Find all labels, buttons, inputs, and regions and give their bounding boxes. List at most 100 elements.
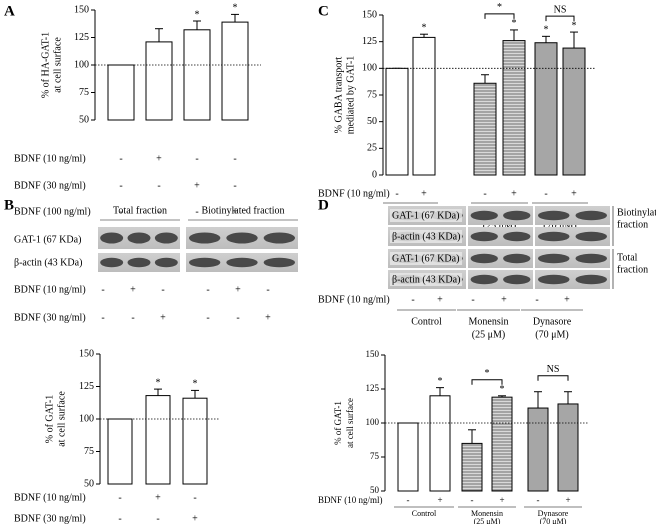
y-axis-label: % of HA-GAT-1 xyxy=(40,32,51,98)
y-tick-label: 75 xyxy=(79,87,89,98)
group-label: (70 μM) xyxy=(540,517,567,524)
condition-sign: - xyxy=(157,180,160,191)
bar xyxy=(397,422,419,492)
condition-sign: - xyxy=(195,206,198,217)
condition-sign: - xyxy=(233,180,236,191)
condition-sign: - xyxy=(537,495,540,505)
group-label: Control xyxy=(411,316,442,327)
significance-star: * xyxy=(500,384,505,395)
blot-row-label: GAT-1 (67 KDa) xyxy=(14,234,81,245)
bar xyxy=(557,403,579,492)
group-label: Monensin xyxy=(469,316,509,327)
blot-band xyxy=(470,274,498,285)
bracket-label: * xyxy=(485,368,490,379)
significance-star: * xyxy=(512,18,517,29)
y-axis-label: % GABA transport xyxy=(333,56,344,133)
condition-sign: - xyxy=(206,312,209,323)
blot-row-label: GAT-1 (67 KDa) xyxy=(392,210,459,221)
blot-row-label: β-actin (43 KDa) xyxy=(392,231,460,242)
condition-sign: - xyxy=(407,495,410,505)
y-tick-label: 0 xyxy=(372,169,377,180)
bar xyxy=(107,64,135,121)
y-tick-label: 75 xyxy=(84,446,94,457)
blot-band xyxy=(470,253,498,264)
significance-star: * xyxy=(233,3,238,14)
bar xyxy=(221,21,249,121)
panel-letter: B xyxy=(4,197,14,213)
condition-label: BDNF (30 ng/ml) xyxy=(14,312,86,323)
condition-sign: + xyxy=(235,284,241,295)
y-tick-label: 50 xyxy=(79,114,89,125)
significance-star: * xyxy=(156,377,161,388)
y-axis-label: % of GAT-1 xyxy=(44,395,55,444)
condition-sign: - xyxy=(161,284,164,295)
condition-sign: + xyxy=(565,495,570,505)
significance-star: * xyxy=(195,9,200,20)
blot-band xyxy=(503,253,531,264)
blot-row-label: β-actin (43 KDa) xyxy=(14,257,82,268)
bar xyxy=(183,29,211,121)
blot-row-label: GAT-1 (67 KDa) xyxy=(392,253,459,264)
condition-sign: + xyxy=(437,294,443,305)
label-backing xyxy=(390,209,462,222)
group-label: Dynasore xyxy=(533,316,572,327)
y-axis-label: at cell surface xyxy=(52,37,63,93)
bar xyxy=(107,418,133,485)
panel-letter: A xyxy=(4,3,15,19)
blot-band xyxy=(575,274,607,285)
fraction-label: Biotinylated xyxy=(617,207,656,218)
label-backing xyxy=(390,273,462,286)
condition-sign: - xyxy=(544,188,547,199)
condition-sign: - xyxy=(119,153,122,164)
significance-star: * xyxy=(193,379,198,390)
group-label: (25 μM) xyxy=(483,220,516,231)
significance-star: * xyxy=(422,22,427,33)
blot-band xyxy=(575,210,607,221)
fraction-label: fraction xyxy=(617,264,648,275)
bracket-label: * xyxy=(497,2,502,13)
condition-sign: - xyxy=(101,312,104,323)
blot-band xyxy=(263,232,296,244)
panel-letter: C xyxy=(318,3,329,19)
condition-sign: - xyxy=(193,492,196,503)
y-tick-label: 150 xyxy=(362,9,377,20)
condition-sign: + xyxy=(156,153,162,164)
bar xyxy=(412,36,436,176)
blot-band xyxy=(538,231,570,242)
condition-sign: - xyxy=(195,153,198,164)
blot-band xyxy=(188,257,221,268)
blot-band xyxy=(100,232,124,244)
blot-band xyxy=(226,232,258,244)
condition-sign: - xyxy=(206,284,209,295)
condition-sign: - xyxy=(471,294,474,305)
condition-sign: - xyxy=(483,188,486,199)
condition-sign: + xyxy=(194,180,200,191)
condition-label: BDNF (100 ng/ml) xyxy=(14,206,91,217)
blot-band xyxy=(470,210,498,221)
condition-label: BDNF (10 ng/ml) xyxy=(14,153,86,164)
blot-band xyxy=(575,231,607,242)
blot-band xyxy=(226,257,258,268)
y-tick-label: 125 xyxy=(74,32,89,43)
condition-sign: - xyxy=(266,284,269,295)
blot-band xyxy=(127,257,151,268)
significance-star: * xyxy=(438,376,443,387)
condition-label: BDNF (10 ng/ml) xyxy=(318,495,383,505)
condition-sign: + xyxy=(511,188,517,199)
blot-header: Total fraction xyxy=(113,205,167,216)
condition-sign: - xyxy=(157,206,160,217)
y-tick-label: 100 xyxy=(74,59,89,70)
condition-sign: + xyxy=(232,206,238,217)
condition-sign: - xyxy=(535,294,538,305)
y-tick-label: 75 xyxy=(367,89,377,100)
group-label: Dynasore xyxy=(538,509,569,518)
condition-sign: - xyxy=(236,312,239,323)
condition-sign: + xyxy=(421,188,427,199)
y-tick-label: 75 xyxy=(370,451,380,461)
panel-letter: D xyxy=(318,197,329,213)
blot-band xyxy=(154,232,178,244)
condition-sign: - xyxy=(156,513,159,524)
group-label: Monensin xyxy=(471,509,503,518)
bar xyxy=(429,395,451,492)
